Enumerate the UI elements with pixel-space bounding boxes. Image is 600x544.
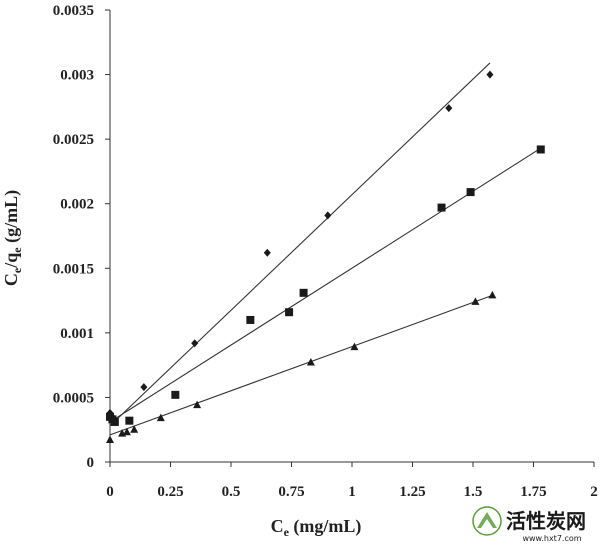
- y-tick-label: 0.0015: [53, 261, 94, 277]
- x-tick-label: 0.25: [157, 484, 183, 500]
- square-point: [125, 416, 134, 425]
- x-tick-label: 0.75: [278, 484, 304, 500]
- square-point: [536, 145, 545, 154]
- triangle-point: [193, 400, 202, 409]
- square-point: [466, 188, 475, 197]
- watermark-text: 活性炭网: [506, 509, 586, 533]
- diamond-point: [486, 70, 494, 79]
- fit-line-diamond: [109, 62, 491, 427]
- x-tick-label: 1.25: [399, 484, 425, 500]
- x-tick-label: 2: [590, 484, 598, 500]
- triangle-point: [106, 435, 114, 444]
- watermark: 活性炭网 www.hxt7.com: [472, 506, 586, 543]
- watermark-logo-icon: [472, 506, 502, 536]
- diamond-point: [140, 383, 148, 392]
- x-tick-label: 0.5: [222, 484, 241, 500]
- x-tick-label: 1.5: [464, 484, 483, 500]
- fit-line-triangle: [109, 294, 493, 436]
- triangle-point: [488, 290, 497, 299]
- diamond-point: [445, 104, 453, 113]
- triangle-point: [471, 297, 480, 305]
- square-point: [299, 288, 308, 297]
- triangle-point: [130, 425, 139, 433]
- y-tick-label: 0.002: [60, 197, 94, 213]
- square-point: [437, 203, 446, 212]
- y-tick-label: 0.0025: [53, 132, 94, 148]
- square-point: [246, 315, 255, 324]
- diamond-point: [191, 339, 199, 348]
- square-point: [171, 390, 180, 399]
- triangle-point: [122, 427, 131, 436]
- triangle-point: [350, 342, 359, 351]
- y-tick-label: 0.0035: [53, 3, 94, 19]
- y-axis-title: Ce/qe (g/mL): [1, 190, 24, 286]
- y-ticks: 0 0.0005 0.001 0.0015 0.002 0.0025 0.003 0.0035: [53, 3, 110, 471]
- y-tick-label: 0: [87, 455, 95, 471]
- x-axis-title: Ce (mg/mL): [271, 516, 362, 539]
- y-tick-label: 0.001: [60, 326, 94, 342]
- y-tick-label: 0.003: [60, 68, 94, 84]
- square-point: [110, 417, 119, 426]
- data-points: [106, 70, 545, 444]
- diamond-point: [263, 248, 271, 257]
- fit-lines: [109, 62, 542, 436]
- axes: [109, 10, 594, 463]
- x-tick-label: 1.75: [520, 484, 546, 500]
- square-point: [285, 308, 294, 317]
- diamond-point: [324, 211, 332, 220]
- triangle-point: [306, 358, 315, 366]
- y-tick-label: 0.0005: [53, 390, 94, 406]
- x-tick-label: 1: [348, 484, 356, 500]
- x-ticks: 0 0.25 0.5 0.75 1 1.25 1.5 1.75 2: [106, 462, 598, 500]
- fit-line-square: [109, 147, 542, 423]
- triangle-point: [156, 413, 165, 422]
- x-tick-label: 0: [106, 484, 114, 500]
- watermark-url: www.hxt7.com: [522, 534, 581, 543]
